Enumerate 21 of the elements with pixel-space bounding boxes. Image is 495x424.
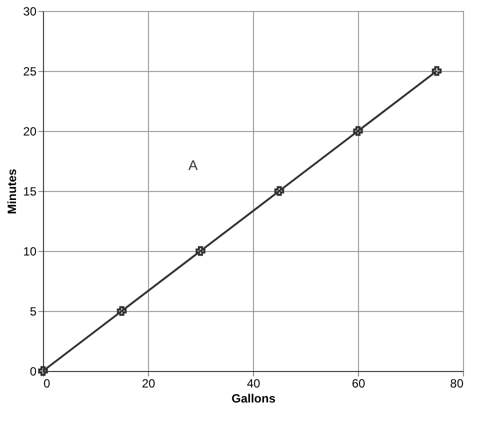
point <box>196 246 206 256</box>
x-axis-title: Gallons <box>231 392 276 406</box>
y-tick-label: 10 <box>23 244 37 258</box>
point <box>274 186 284 196</box>
y-tick-label: 15 <box>23 184 37 198</box>
x-tick-label: 0 <box>44 376 50 390</box>
point <box>353 126 363 136</box>
y-tick-label: 5 <box>30 304 37 318</box>
y-tick-label: 30 <box>23 4 37 18</box>
x-tick-label: 40 <box>246 376 260 390</box>
annotation: A <box>188 157 198 173</box>
y-axis-title: Minutes <box>5 168 20 214</box>
point <box>116 306 127 316</box>
y-tick-label: 20 <box>23 124 37 138</box>
x-tick-label: 20 <box>142 376 156 390</box>
point <box>432 66 442 76</box>
x-tick-label: 80 <box>450 376 464 390</box>
point <box>38 366 48 376</box>
y-tick-label: 0 <box>30 364 37 378</box>
x-tick-label: 60 <box>352 376 366 390</box>
y-tick-label: 25 <box>23 64 37 78</box>
